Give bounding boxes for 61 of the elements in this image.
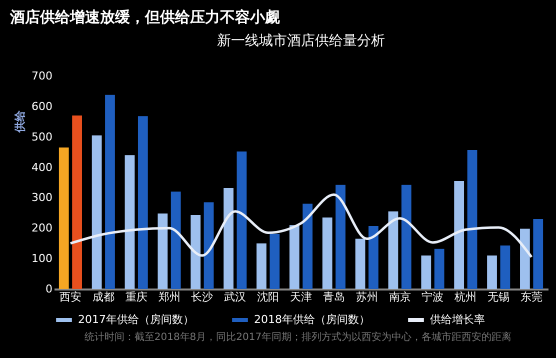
y-tick-label: 600 bbox=[32, 100, 52, 113]
bar bbox=[434, 248, 444, 289]
x-tick-label: 沈阳 bbox=[257, 290, 280, 304]
x-tick-label: 无锡 bbox=[488, 290, 510, 304]
x-tick-label: 杭州 bbox=[454, 290, 477, 304]
x-tick-label: 重庆 bbox=[125, 290, 148, 304]
legend-label: 供给增长率 bbox=[430, 313, 485, 326]
bar bbox=[158, 214, 168, 289]
x-tick-label: 苏州 bbox=[356, 290, 378, 304]
bar bbox=[224, 188, 234, 289]
y-tick-label: 500 bbox=[32, 130, 52, 144]
legend-label: 2018年供给（房间数） bbox=[254, 313, 370, 326]
y-tick-label: 400 bbox=[32, 160, 52, 174]
y-tick-label: 700 bbox=[32, 70, 52, 82]
text: 统计时间：截至2018年8月，同比2017年同期；排列方式为以西安为中心，各城市距西安的距离 bbox=[83, 330, 513, 344]
x-tick-label: 西安 bbox=[59, 290, 82, 304]
chart-subtitle: 新一线城市酒店供给量分析 bbox=[217, 33, 385, 49]
bar bbox=[124, 155, 135, 289]
bar bbox=[467, 150, 478, 289]
bar bbox=[421, 256, 432, 289]
bar bbox=[520, 228, 530, 289]
y-tick-label: 100 bbox=[32, 252, 52, 266]
bar bbox=[500, 245, 510, 289]
bar bbox=[92, 135, 102, 289]
bar bbox=[454, 180, 464, 289]
bar bbox=[204, 202, 214, 289]
y-axis-title: 供给 bbox=[14, 110, 26, 134]
x-tick-label: 青岛 bbox=[322, 290, 345, 304]
x-tick-label: 成都 bbox=[92, 290, 114, 304]
y-tick-label: 200 bbox=[32, 222, 52, 235]
bar bbox=[170, 192, 181, 289]
chart-title: 酒店供给增速放缓，但供给压力不容小觑 bbox=[9, 7, 281, 28]
bar bbox=[72, 116, 82, 289]
bar bbox=[190, 215, 201, 289]
bar bbox=[270, 234, 280, 289]
bar bbox=[58, 148, 69, 289]
y-tick-label: 0 bbox=[46, 282, 52, 296]
bar bbox=[302, 204, 313, 289]
x-tick-label: 天津 bbox=[290, 290, 312, 304]
line-series bbox=[69, 193, 533, 258]
x-tick-label: 郑州 bbox=[158, 290, 180, 304]
x-tick-label: 南京 bbox=[388, 290, 411, 304]
bar bbox=[388, 211, 398, 289]
bar bbox=[401, 184, 412, 289]
bar bbox=[256, 243, 266, 289]
bar bbox=[336, 184, 346, 289]
x-tick-label: 东莞 bbox=[520, 290, 543, 304]
y-tick-label: 300 bbox=[32, 191, 52, 204]
bar bbox=[289, 225, 300, 289]
bar bbox=[487, 256, 497, 289]
legend-label: 2017年供给（房间数） bbox=[78, 313, 194, 326]
bar bbox=[105, 94, 115, 289]
x-tick-label: 长沙 bbox=[191, 290, 214, 304]
bar bbox=[138, 116, 148, 289]
bar bbox=[533, 219, 544, 289]
bar bbox=[236, 151, 247, 289]
x-tick-label: 武汉 bbox=[224, 290, 246, 304]
bar bbox=[322, 217, 332, 289]
x-tick-label: 宁波 bbox=[422, 290, 444, 304]
bar bbox=[355, 238, 366, 289]
bar bbox=[368, 226, 378, 289]
